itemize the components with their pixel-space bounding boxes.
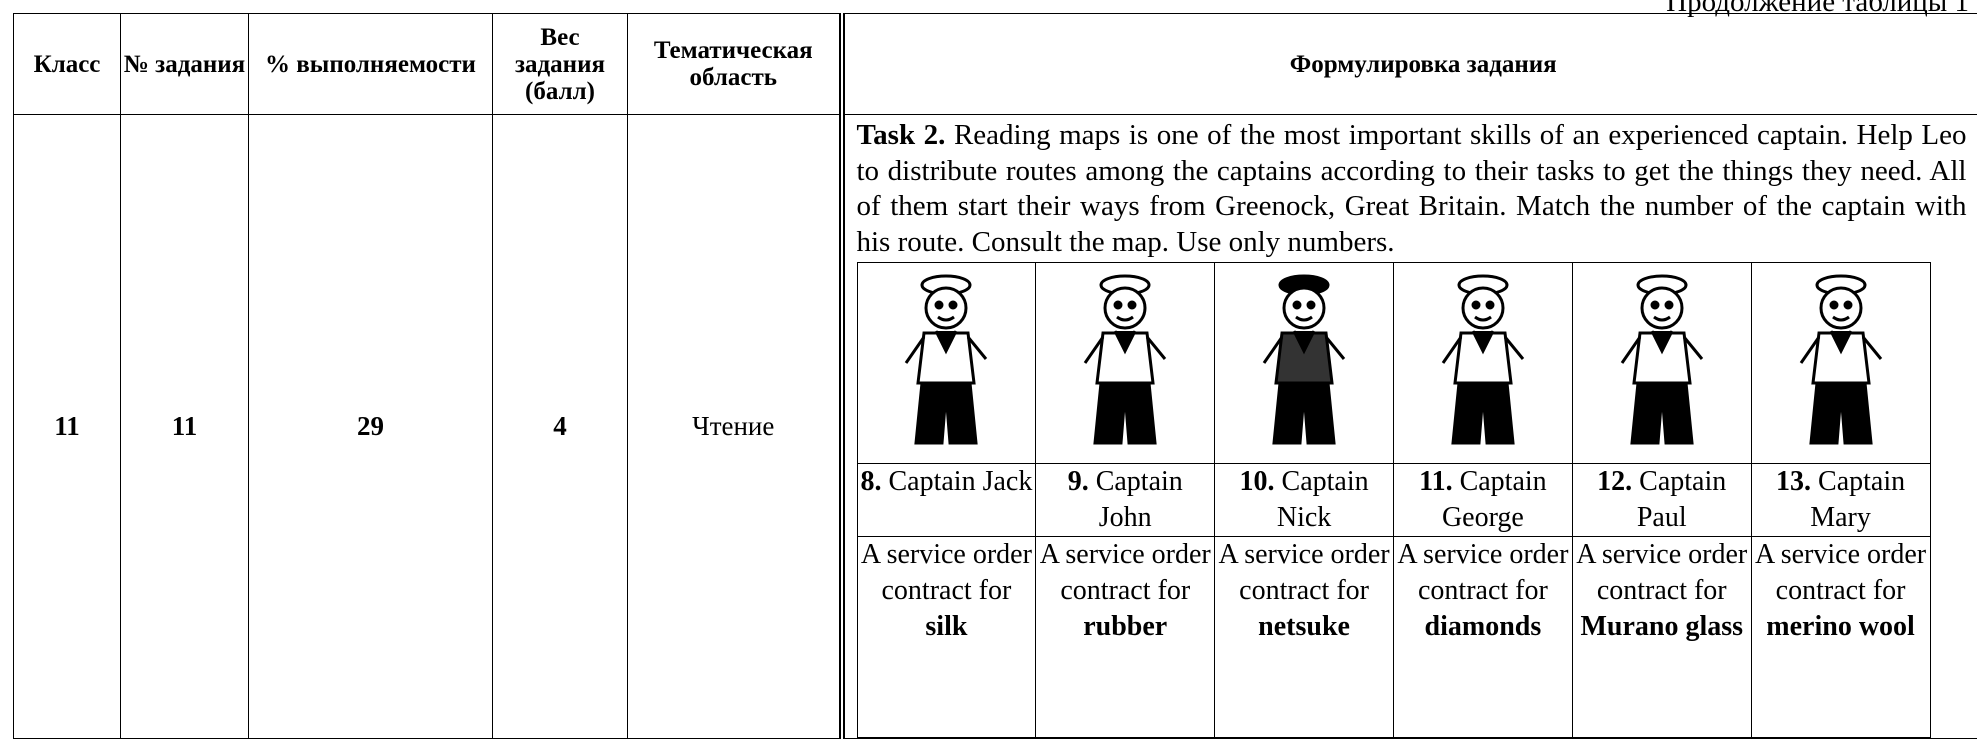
- picture-cell: [1751, 263, 1930, 464]
- description-cell: A service order contract for Murano glas…: [1572, 537, 1751, 738]
- sailor-illustration: [1244, 263, 1364, 453]
- captain-number: 9.: [1068, 466, 1089, 497]
- task-label: Task 2.: [857, 119, 946, 151]
- name-cell: 8. Captain Jack: [857, 464, 1036, 537]
- captain-number: 12.: [1597, 466, 1632, 497]
- description-cell: A service order contract for netsuke: [1215, 537, 1394, 738]
- name-cell: 12. Captain Paul: [1572, 464, 1751, 537]
- picture-cell: [1036, 263, 1215, 464]
- task-body: Reading maps is one of the most importan…: [857, 119, 1967, 258]
- task-text: Task 2. Reading maps is one of the most …: [857, 118, 1967, 260]
- captain-name: Captain Jack: [888, 466, 1032, 497]
- item: rubber: [1083, 611, 1167, 642]
- cell: 4: [493, 115, 628, 739]
- description: A service order contract for: [1397, 539, 1568, 606]
- cell: 11: [14, 115, 121, 739]
- captain-number: 11.: [1419, 466, 1452, 497]
- sailor-illustration: [1065, 263, 1185, 453]
- captain-number: 10.: [1240, 466, 1275, 497]
- item: silk: [925, 611, 967, 642]
- sailor-illustration: [1423, 263, 1543, 453]
- picture-cell: [1393, 263, 1572, 464]
- item: merino wool: [1766, 611, 1915, 642]
- captain-number: 13.: [1776, 466, 1811, 497]
- description-cell: A service order contract for silk: [857, 537, 1036, 738]
- header-cell: % выполняемости: [249, 14, 493, 115]
- description-cell: A service order contract for diamonds: [1393, 537, 1572, 738]
- task-cell: Task 2. Reading maps is one of the most …: [842, 115, 1977, 739]
- name-cell: 10. Captain Nick: [1215, 464, 1394, 537]
- picture-cell: [857, 263, 1036, 464]
- name-cell: 13. Captain Mary: [1751, 464, 1930, 537]
- name-cell: 11. Captain George: [1393, 464, 1572, 537]
- description: A service order contract for: [1755, 539, 1926, 606]
- description-cell: A service order contract for rubber: [1036, 537, 1215, 738]
- header-cell: Вес задания (балл): [493, 14, 628, 115]
- main-table: Класс № задания % выполняемости Вес зада…: [13, 13, 1977, 739]
- header-cell: Формулировка задания: [842, 14, 1977, 115]
- item: netsuke: [1258, 611, 1350, 642]
- cell: 11: [121, 115, 249, 739]
- description: A service order contract for: [861, 539, 1032, 606]
- description: A service order contract for: [1576, 539, 1747, 606]
- description: A service order contract for: [1040, 539, 1211, 606]
- pictures-row: [857, 263, 1930, 464]
- captain-name: Captain John: [1096, 466, 1183, 533]
- captain-name: Captain George: [1442, 466, 1547, 533]
- picture-cell: [1215, 263, 1394, 464]
- description: A service order contract for: [1219, 539, 1390, 606]
- sailor-illustration: [1602, 263, 1722, 453]
- cell: Чтение: [628, 115, 842, 739]
- header-cell: № задания: [121, 14, 249, 115]
- item: diamonds: [1425, 611, 1542, 642]
- item: Murano glass: [1580, 611, 1743, 642]
- header-row: Класс № задания % выполняемости Вес зада…: [14, 14, 1977, 115]
- cell: 29: [249, 115, 493, 739]
- captain-name: Captain Nick: [1277, 466, 1369, 533]
- name-cell: 9. Captain John: [1036, 464, 1215, 537]
- sailor-illustration: [886, 263, 1006, 453]
- header-cell: Тематическая область: [628, 14, 842, 115]
- captain-name: Captain Paul: [1637, 466, 1726, 533]
- body-row: 11 11 29 4 Чтение Task 2. Reading maps i…: [14, 115, 1977, 739]
- captain-number: 8.: [860, 466, 881, 497]
- picture-cell: [1572, 263, 1751, 464]
- header-cell: Класс: [14, 14, 121, 115]
- captain-name: Captain Mary: [1810, 466, 1905, 533]
- sailor-illustration: [1781, 263, 1901, 453]
- description-cell: A service order contract for merino wool: [1751, 537, 1930, 738]
- page: {"header":{"continuation":"Продолжение т…: [0, 0, 1977, 715]
